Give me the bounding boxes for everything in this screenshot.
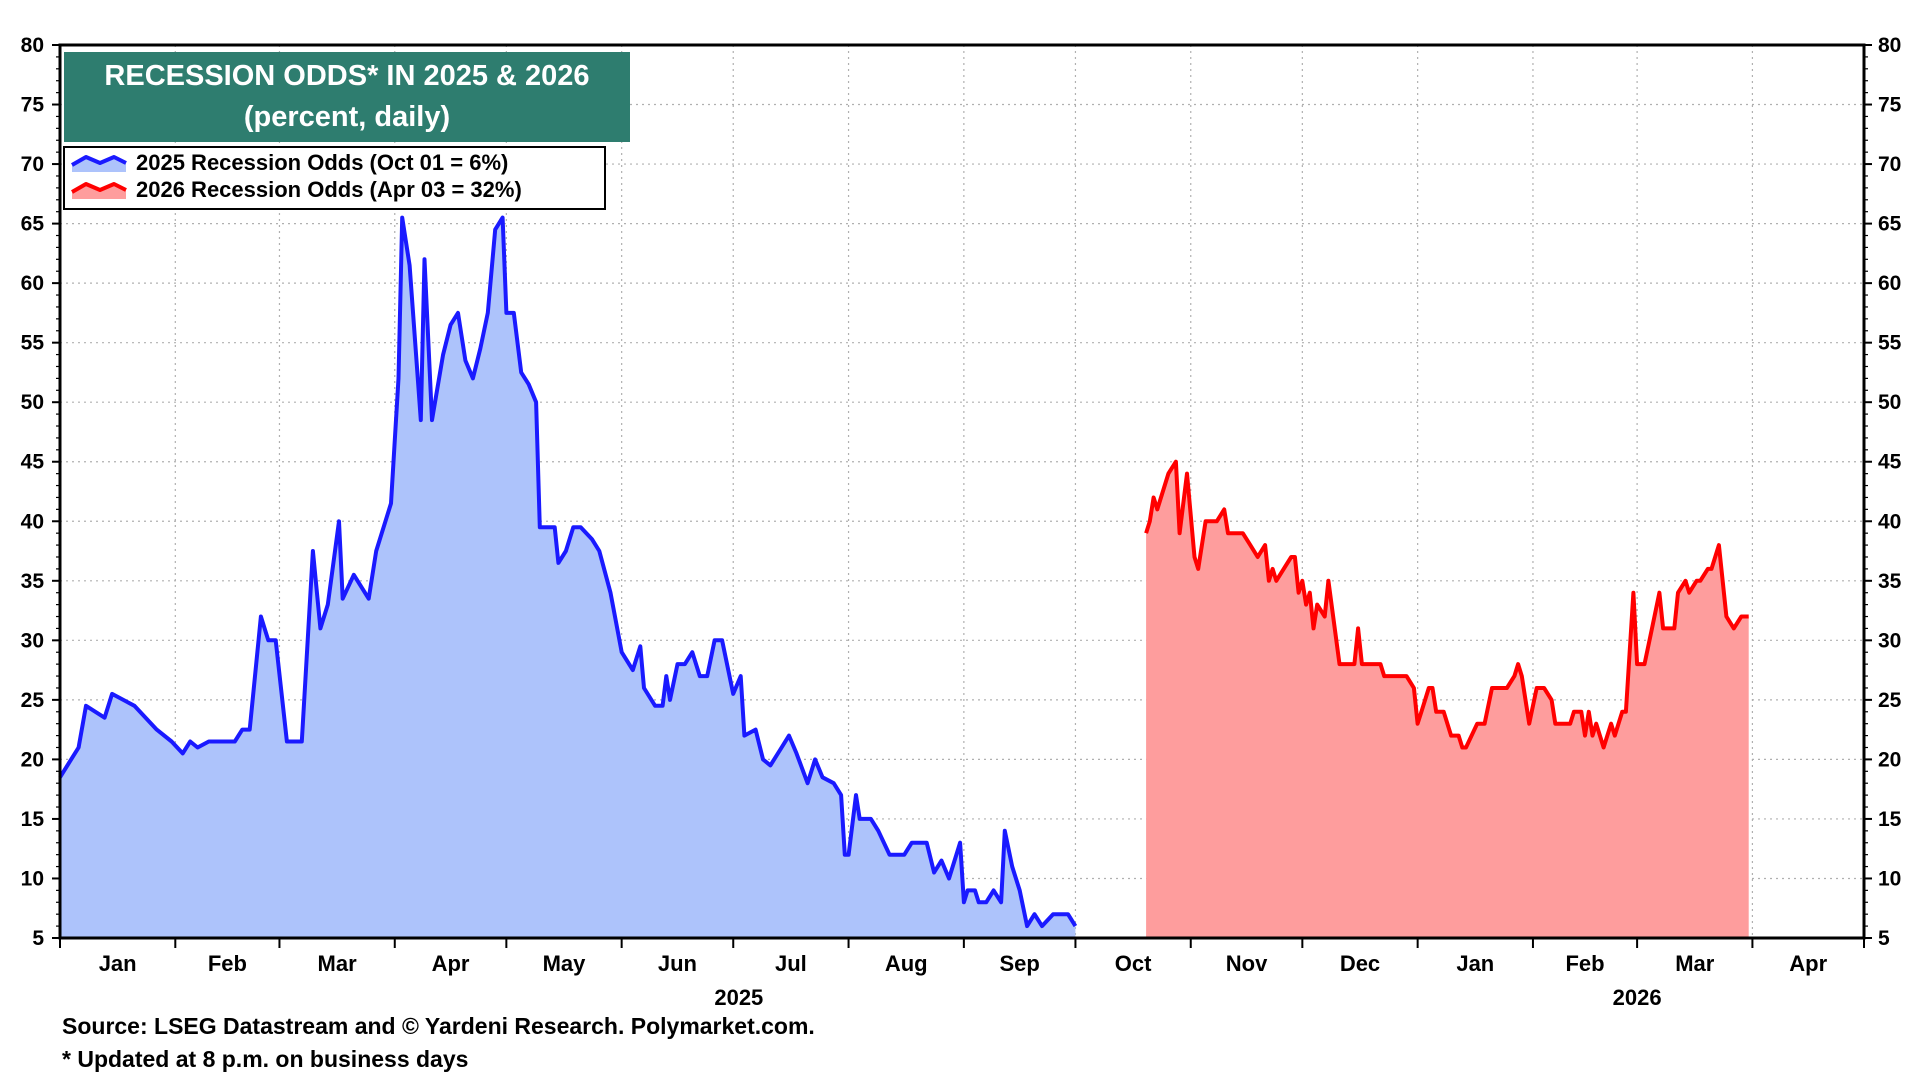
y-tick-label-left: 75 (21, 94, 45, 117)
x-month-label: Jan (1456, 951, 1494, 976)
title-box: RECESSION ODDS* IN 2025 & 2026 (percent,… (64, 52, 630, 142)
x-year-label: 2026 (1613, 985, 1662, 1010)
y-tick-label-left: 50 (21, 391, 44, 414)
y-tick-label-right: 60 (1878, 272, 1901, 295)
y-tick-label-right: 65 (1878, 213, 1902, 236)
legend-swatch-line (71, 182, 127, 194)
series-line-2025 (58, 215, 1078, 929)
y-tick-label-left: 20 (21, 748, 44, 771)
y-tick-label-right: 75 (1878, 94, 1902, 117)
y-tick-label-right: 35 (1878, 570, 1902, 593)
series-line-2026 (1144, 459, 1749, 750)
x-month-label: Aug (885, 951, 928, 976)
y-tick-label-right: 20 (1878, 748, 1901, 771)
plot-frame (58, 43, 1866, 940)
x-month-label: Jan (99, 951, 137, 976)
y-tick-label-right: 10 (1878, 867, 1901, 890)
y-tick-label-left: 10 (21, 867, 44, 890)
y-tick-label-left: 45 (21, 451, 45, 474)
x-month-label: Apr (432, 951, 470, 976)
y-tick-label-left: 5 (32, 927, 44, 950)
y-tick-label-right: 70 (1878, 153, 1901, 176)
y-tick-label-left: 55 (21, 332, 45, 355)
x-month-label: Nov (1226, 951, 1268, 976)
legend: 2025 Recession Odds (Oct 01 = 6%) 2026 R… (63, 146, 606, 210)
x-axis: Jan Feb Mar Apr May Jun Jul Aug Sep Oct Nov Dec Jan F… (59, 938, 1865, 1010)
y-tick-label-right: 25 (1878, 689, 1902, 712)
legend-label-2025: 2025 Recession Odds (Oct 01 = 6%) (136, 150, 508, 175)
y-tick-label-left: 65 (21, 213, 45, 236)
y-axis-right: 5 10 15 20 25 30 35 40 45 50 55 60 65 70 75 80 (1864, 34, 1902, 950)
legend-label-2026: 2026 Recession Odds (Apr 03 = 32%) (136, 177, 522, 202)
x-month-label: Feb (1565, 951, 1604, 976)
series-area-2025 (60, 217, 1076, 939)
chart-title: RECESSION ODDS* IN 2025 & 2026 (104, 60, 589, 92)
y-tick-label-left: 30 (21, 629, 44, 652)
legend-symbol-2025 (71, 155, 127, 172)
y-tick-label-right: 55 (1878, 332, 1902, 355)
update-note: * Updated at 8 p.m. on business days (62, 1046, 468, 1072)
y-tick-label-right: 15 (1878, 808, 1902, 831)
legend-box (63, 146, 606, 210)
x-month-label: Jun (658, 951, 697, 976)
x-month-label: Feb (208, 951, 247, 976)
y-tick-label-left: 80 (21, 34, 44, 57)
y-tick-label-right: 40 (1878, 510, 1901, 533)
y-tick-label-right: 50 (1878, 391, 1901, 414)
y-tick-label-left: 15 (21, 808, 45, 831)
source-note: Source: LSEG Datastream and © Yardeni Re… (62, 1013, 815, 1039)
legend-symbol-2026 (71, 182, 127, 199)
x-month-label: Oct (1115, 951, 1152, 976)
x-year-label: 2025 (714, 985, 763, 1010)
series-lines (58, 215, 1749, 929)
x-month-label: Dec (1340, 951, 1380, 976)
y-tick-label-left: 35 (21, 570, 45, 593)
y-tick-label-right: 80 (1878, 34, 1901, 57)
x-month-label: Sep (999, 951, 1039, 976)
chart-subtitle: (percent, daily) (244, 101, 450, 133)
legend-swatch-line (71, 155, 127, 167)
y-tick-label-left: 25 (21, 689, 45, 712)
y-tick-label-right: 45 (1878, 451, 1902, 474)
title-background (64, 52, 630, 142)
x-month-label: Jul (775, 951, 807, 976)
x-month-label: May (543, 951, 587, 976)
y-tick-label-right: 30 (1878, 629, 1901, 652)
y-tick-label-left: 70 (21, 153, 44, 176)
x-month-label: Mar (1675, 951, 1715, 976)
y-tick-label-left: 60 (21, 272, 44, 295)
x-month-label: Mar (318, 951, 358, 976)
x-month-label: Apr (1789, 951, 1827, 976)
y-tick-label-right: 5 (1878, 927, 1890, 950)
y-tick-label-left: 40 (21, 510, 44, 533)
y-axis-left: 5 10 15 20 25 30 35 40 45 50 55 60 65 70 75 80 (21, 34, 60, 950)
